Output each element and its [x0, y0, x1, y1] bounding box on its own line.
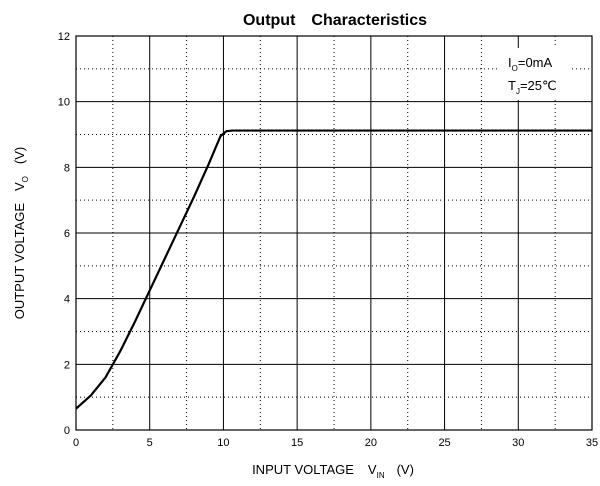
y-tick-label: 2 [64, 359, 70, 371]
y-axis-label-text: OUTPUT VOLTAGE [12, 203, 27, 320]
annotation-tj-symbol: T [508, 78, 516, 93]
annotation-line-io: IO=0mA [508, 55, 553, 73]
x-tick-label: 5 [147, 437, 153, 449]
y-axis-label-subscript: O [21, 176, 30, 182]
annotation-tj-value: =25℃ [520, 78, 557, 93]
x-tick-label: 30 [512, 437, 524, 449]
x-tick-label: 25 [438, 437, 450, 449]
y-axis-label-symbol: V [12, 182, 27, 191]
annotation-io-symbol: I [508, 55, 512, 70]
conditions-annotation: IO=0mA TJ=25℃ [500, 48, 572, 100]
annotation-background [500, 48, 572, 100]
x-axis-label-symbol: V [368, 462, 377, 477]
grid [76, 36, 592, 430]
annotation-io-subscript: O [512, 64, 518, 73]
x-axis-label-subscript: IN [377, 471, 385, 480]
x-tick-labels: 0 5 10 15 20 25 30 35 [73, 437, 598, 449]
x-axis-label-text: INPUT VOLTAGE [252, 462, 354, 477]
y-axis-label: OUTPUT VOLTAGE VO (V) [12, 147, 30, 320]
x-tick-label: 20 [365, 437, 377, 449]
annotation-line-tj: TJ=25℃ [508, 78, 557, 96]
annotation-io-value: =0mA [518, 55, 553, 70]
x-axis-label-unit: (V) [397, 462, 414, 477]
y-tick-label: 12 [58, 31, 70, 43]
y-tick-label: 6 [64, 228, 70, 240]
chart-title-part1: Output [243, 12, 296, 29]
x-tick-label: 35 [586, 437, 598, 449]
plot-border [75, 35, 593, 431]
annotation-tj-subscript: J [516, 87, 520, 96]
x-axis-label: INPUT VOLTAGE VIN (V) [252, 462, 414, 480]
y-tick-labels: 0 2 4 6 8 10 12 [58, 31, 70, 437]
series-line-output-voltage [75, 129, 592, 410]
x-tick-label: 0 [73, 437, 79, 449]
x-tick-label: 10 [217, 437, 229, 449]
plot-frame [75, 35, 593, 431]
y-axis-label-unit: (V) [12, 147, 27, 164]
series-group [75, 129, 592, 410]
x-tick-label: 15 [291, 437, 303, 449]
y-tick-label: 8 [64, 162, 70, 174]
chart-title: Output Characteristics [243, 12, 427, 29]
y-tick-label: 0 [64, 425, 70, 437]
y-tick-label: 4 [64, 294, 70, 306]
y-tick-label: 10 [58, 97, 70, 109]
chart-title-part2: Characteristics [311, 12, 427, 29]
